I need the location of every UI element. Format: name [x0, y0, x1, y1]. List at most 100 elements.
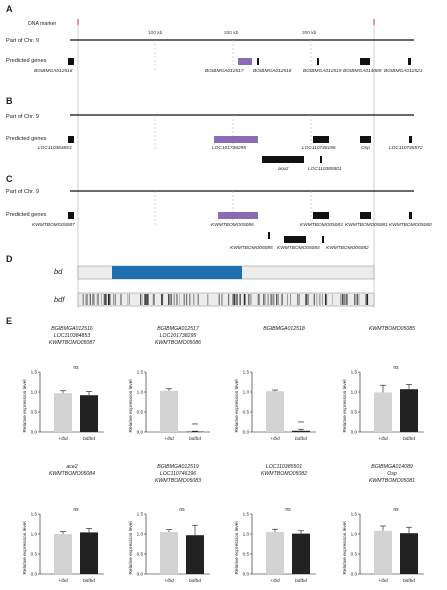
chart-title-line: Osp	[387, 471, 397, 477]
bdf-stripe	[305, 294, 307, 305]
significance-label: ns	[179, 507, 185, 513]
panel-letter-d: D	[6, 254, 13, 264]
chart-title-line: KWMTBOMO05084	[49, 471, 95, 477]
chromosome-label-c: Part of Chr. 9	[6, 189, 39, 195]
bar-mutant	[292, 533, 310, 574]
track-bdf	[77, 292, 375, 307]
category-label: +/bd	[270, 578, 280, 584]
gene-block-c8	[322, 236, 324, 243]
bdf-stripe	[306, 294, 308, 305]
chromosome-label-a: Part of Chr. 9	[6, 38, 39, 44]
y-tick-label: 1.0	[351, 532, 358, 537]
bar-control	[54, 393, 72, 432]
y-tick-label: 0.5	[31, 410, 38, 415]
significance-label: ns	[393, 365, 399, 371]
bdf-stripe	[355, 294, 357, 305]
bdf-stripe	[89, 294, 91, 305]
gene-label-c6: KWMTBOMO05085	[230, 245, 273, 251]
bar-control	[266, 532, 284, 574]
y-tick-label: 1.0	[31, 532, 38, 537]
bdf-stripe	[248, 294, 249, 305]
bdf-stripe	[169, 294, 171, 305]
gene-label-b2: LOC101738295	[212, 145, 246, 151]
bdf-stripe	[316, 294, 318, 305]
bdf-stripe	[171, 294, 172, 305]
bdf-stripe	[358, 294, 360, 305]
bdf-stripe	[290, 294, 291, 305]
chart-title-line: KWMTBOMO05087	[49, 340, 96, 346]
chromosome-label-b: Part of Chr. 9	[6, 114, 39, 120]
chart-title-line: LOC110384853	[54, 333, 90, 339]
bdf-stripe	[343, 294, 345, 305]
bdf-stripe	[152, 294, 154, 305]
bdf-stripe	[108, 294, 110, 305]
category-label: +/bd	[58, 578, 68, 584]
bdf-stripe	[168, 294, 170, 305]
bdf-variant-stripes	[82, 294, 369, 305]
significance-label: ***	[192, 423, 198, 429]
y-tick-label: 0.0	[351, 572, 358, 577]
y-axis-title: Relative expression level	[22, 379, 28, 432]
bdf-stripe	[287, 294, 288, 305]
bdf-stripe	[85, 294, 87, 305]
bdf-stripe	[234, 294, 235, 305]
gene-label-a3: BGIBMGA012518	[253, 68, 292, 74]
gene-block-a6	[408, 58, 411, 65]
significance-label: ns	[285, 507, 291, 513]
bar-control	[266, 391, 284, 432]
gene-block-c6	[268, 232, 270, 239]
bdf-stripe	[147, 294, 149, 305]
gene-label-a4: BGIBMGA012519	[303, 68, 342, 74]
gene-block-a2-highlight	[238, 58, 252, 65]
chart-title-line: BGIBMGA012518	[263, 326, 305, 332]
bdf-stripe	[357, 294, 358, 305]
bar-control	[374, 392, 392, 432]
gene-label-c7: KWMTBOMO05084	[277, 245, 320, 251]
bdf-stripe	[354, 294, 356, 305]
bar-mutant	[186, 535, 204, 574]
y-tick-label: 0.0	[137, 430, 144, 435]
category-label: +/bd	[270, 436, 280, 442]
gene-block-b4	[360, 136, 371, 143]
gene-block-b5	[409, 136, 412, 143]
category-label: +/bd	[378, 578, 388, 584]
category-label: bd/bd	[83, 436, 95, 442]
kb-label-100: 100 kb	[148, 30, 163, 36]
bdf-stripe	[276, 294, 277, 305]
bar-mutant	[400, 389, 418, 432]
bdf-stripe	[270, 294, 272, 305]
bdf-stripe	[243, 294, 245, 305]
gene-label-a2: BGIBMGA012517	[205, 68, 244, 74]
y-tick-label: 1.5	[243, 370, 250, 375]
gene-label-c1: KWMTBOMO05087	[32, 222, 75, 228]
bdf-stripe	[197, 294, 199, 305]
y-axis-title: Relative expression level	[234, 379, 240, 432]
y-axis-title: Relative expression level	[234, 521, 240, 574]
bdf-stripe	[129, 294, 130, 305]
y-tick-label: 0.5	[243, 552, 250, 557]
gene-block-c5	[409, 212, 412, 219]
kb-label-200: 200 kb	[224, 30, 239, 36]
bdf-stripe	[144, 294, 146, 305]
chart-title-line: KWMTBOMO05081	[369, 478, 415, 484]
bdf-stripe	[281, 294, 283, 305]
bar-mutant	[400, 533, 418, 574]
bdf-stripe	[228, 294, 230, 305]
bdf-stripe	[186, 294, 188, 305]
category-label: +/bd	[164, 436, 174, 442]
chart-title-line: LOC110385501	[266, 464, 302, 470]
gene-block-a5	[360, 58, 370, 65]
bdf-stripe	[325, 294, 326, 305]
bdf-stripe	[173, 294, 175, 305]
y-tick-label: 1.0	[137, 390, 144, 395]
bdf-stripe	[87, 294, 88, 305]
category-label: bd/bd	[295, 578, 307, 584]
significance-label: ***	[298, 421, 304, 427]
gene-label-c3: KWMTBOMO05083	[300, 222, 343, 228]
bdf-stripe	[245, 294, 246, 305]
panel-letter-a: A	[6, 4, 13, 14]
